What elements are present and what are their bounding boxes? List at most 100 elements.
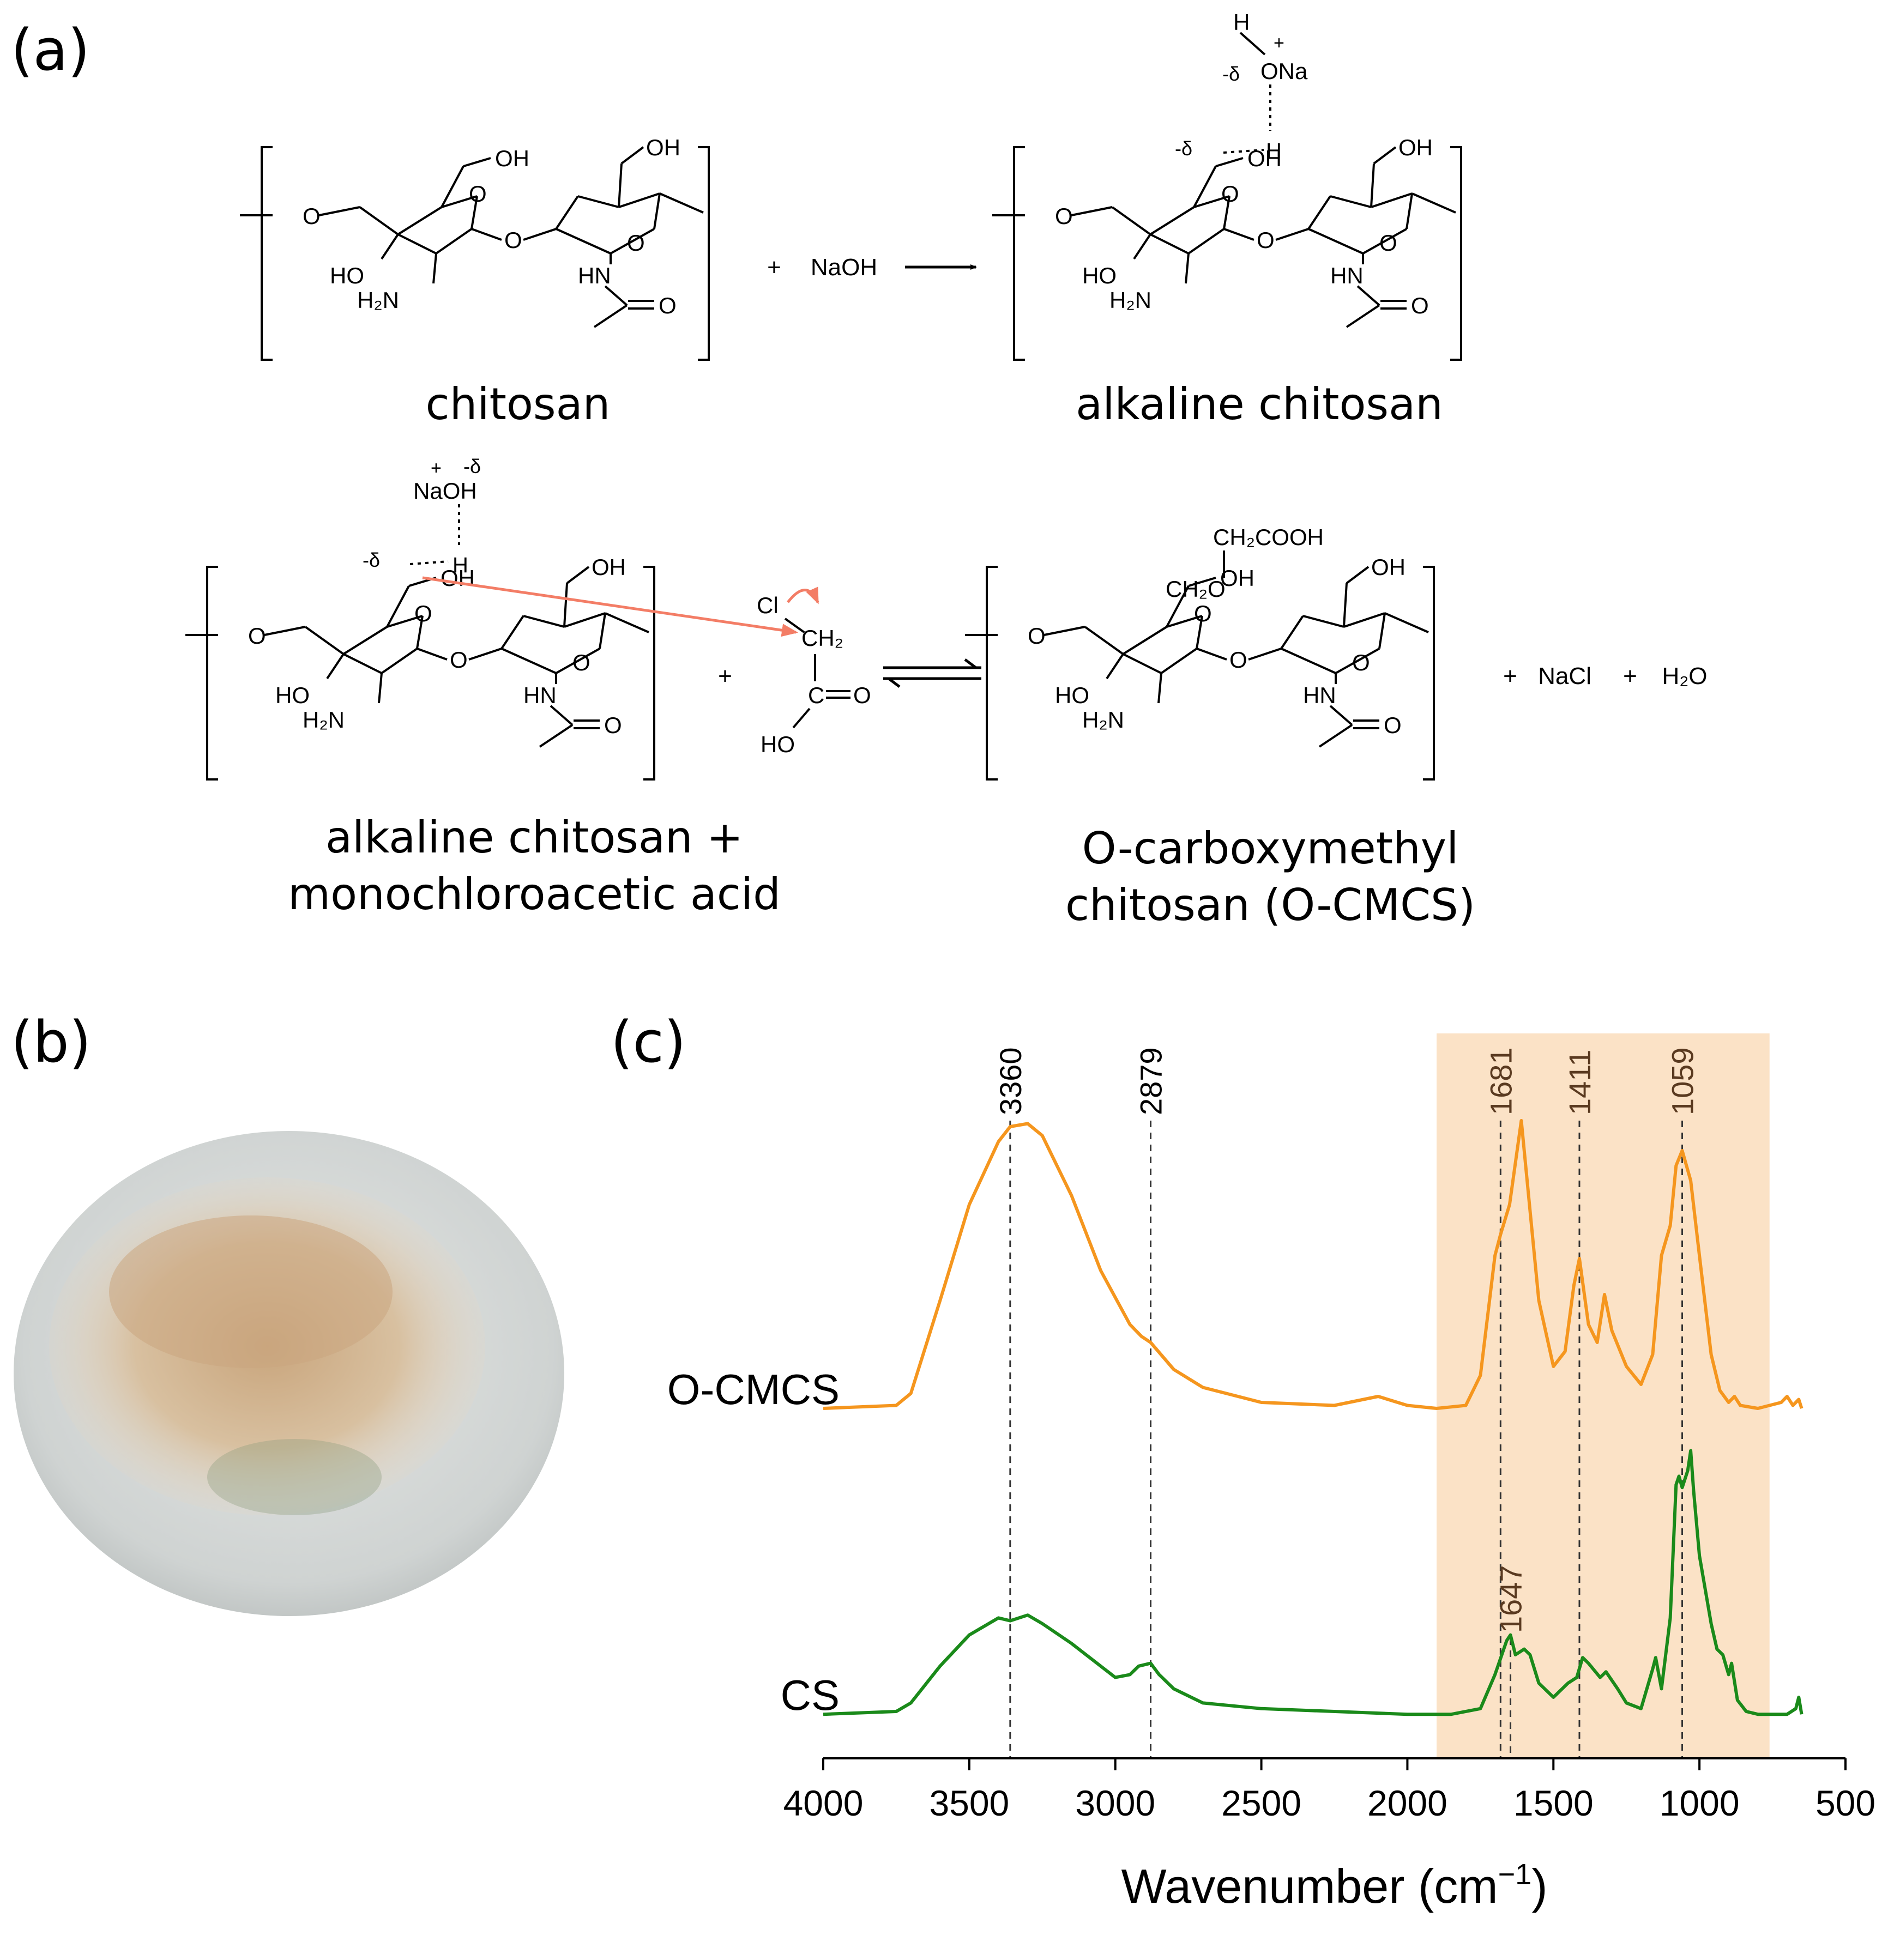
svg-text:HO: HO (330, 263, 364, 288)
svg-text:HO: HO (1082, 263, 1117, 288)
plus-sign-2: + (718, 663, 732, 689)
peak-label-2879: 2879 (1134, 1047, 1168, 1115)
peak-label-1059: 1059 (1666, 1047, 1700, 1115)
series-line-o-cmcs (823, 1119, 1803, 1410)
svg-text:OH: OH (1371, 554, 1406, 580)
svg-text:HN: HN (523, 682, 557, 708)
svg-text:O: O (1352, 650, 1370, 675)
caption-product-line2: chitosan (O-CMCS) (1065, 880, 1476, 930)
svg-text:HN: HN (1330, 263, 1364, 288)
x-tick-label: 4000 (783, 1783, 864, 1823)
series-label-cs: CS (781, 1671, 840, 1719)
svg-text:O: O (1221, 181, 1239, 207)
svg-text:O: O (450, 647, 468, 673)
series-label-o-cmcs: O-CMCS (667, 1365, 840, 1413)
svg-text:O: O (1028, 623, 1046, 649)
peak-label-3360: 3360 (993, 1047, 1028, 1115)
svg-text:-δ: -δ (463, 455, 481, 477)
svg-text:+: + (1274, 33, 1284, 53)
svg-text:O: O (1194, 601, 1212, 626)
svg-text:H: H (1233, 9, 1250, 35)
svg-text:CH₂O: CH₂O (1166, 576, 1226, 602)
svg-text:O: O (1384, 712, 1402, 738)
svg-text:O: O (853, 682, 871, 708)
bracket-right (1450, 146, 1462, 361)
svg-text:OH: OH (646, 135, 680, 160)
bracket-right (1423, 566, 1435, 781)
svg-text:-δ: -δ (1175, 137, 1192, 160)
caption-product: O-carboxymethyl chitosan (O-CMCS) (970, 820, 1570, 934)
nacl-product: NaCl (1538, 663, 1591, 689)
x-tick-label: 3000 (1075, 1783, 1155, 1823)
svg-text:O: O (248, 623, 266, 649)
svg-text:O: O (659, 293, 677, 318)
caption-reactants-line1: alkaline chitosan + (325, 812, 744, 863)
svg-text:Cl: Cl (757, 592, 779, 618)
bracket-left (206, 566, 218, 781)
svg-text:O: O (1379, 230, 1397, 256)
svg-text:O: O (1229, 647, 1247, 673)
plus-sign-4: + (1623, 663, 1637, 689)
x-tick-label: 3500 (929, 1783, 1009, 1823)
svg-text:O: O (1411, 293, 1429, 318)
sodium-complex-top: H + -δ ONa H -δ (1175, 9, 1308, 163)
caption-reactants-line2: monochloroacetic acid (288, 869, 781, 919)
svg-text:OH: OH (441, 565, 475, 591)
svg-text:OH: OH (1247, 146, 1282, 171)
svg-text:H₂N: H₂N (1109, 287, 1151, 313)
svg-text:HN: HN (578, 263, 611, 288)
svg-text:HO: HO (1055, 682, 1089, 708)
caption-reactants: alkaline chitosan + monochloroacetic aci… (207, 809, 861, 923)
naoh-reagent: NaOH (811, 254, 877, 281)
svg-text:CH₂COOH: CH₂COOH (1213, 524, 1324, 550)
svg-text:OH: OH (495, 146, 529, 171)
plus-sign-3: + (1503, 663, 1517, 689)
peak-label-1411: 1411 (1563, 1050, 1597, 1115)
x-tick-label: 1000 (1660, 1783, 1740, 1823)
panel-label-c: (c) (611, 1009, 686, 1075)
svg-text:O: O (303, 203, 321, 229)
svg-text:O: O (572, 650, 590, 675)
caption-alkaline-chitosan: alkaline chitosan (1076, 379, 1443, 429)
svg-text:+: + (431, 458, 442, 479)
svg-text:H₂N: H₂N (303, 707, 345, 733)
svg-text:O: O (504, 227, 522, 253)
bracket-right (643, 566, 655, 781)
svg-text:O: O (1055, 203, 1073, 229)
svg-text:O: O (414, 601, 432, 626)
svg-text:OH: OH (592, 554, 626, 580)
peak-label-1681: 1681 (1483, 1047, 1518, 1115)
x-axis-label: Wavenumber (cm−1) (1121, 1858, 1548, 1913)
plus-sign-1: + (767, 254, 781, 281)
x-tick-label: 500 (1815, 1783, 1875, 1823)
caption-chitosan: chitosan (425, 379, 611, 429)
bracket-left (261, 146, 273, 361)
svg-text:O: O (604, 712, 622, 738)
panel-label-a: (a) (11, 17, 90, 83)
x-tick-label: 2000 (1367, 1783, 1447, 1823)
svg-text:O: O (469, 181, 487, 207)
peak-label-1647: 1647 (1494, 1565, 1528, 1633)
svg-text:-δ: -δ (1222, 63, 1240, 85)
svg-text:CH₂: CH₂ (801, 625, 843, 651)
series-line-cs (823, 1449, 1803, 1716)
water-product: H₂O (1662, 663, 1707, 689)
panel-label-b: (b) (11, 1009, 92, 1075)
caption-product-line1: O-carboxymethyl (1082, 823, 1459, 874)
sample-photo (14, 1131, 564, 1616)
sodium-complex-bottom: + -δ NaOH H -δ (363, 455, 481, 577)
bracket-left (986, 566, 998, 781)
svg-text:C: C (808, 682, 824, 708)
svg-text:O: O (1257, 227, 1275, 253)
bracket-right (698, 146, 710, 361)
svg-text:H₂N: H₂N (357, 287, 399, 313)
svg-text:H: H (453, 553, 468, 577)
svg-text:ONa: ONa (1260, 58, 1308, 84)
svg-text:H₂N: H₂N (1082, 707, 1124, 733)
svg-text:HO: HO (761, 731, 795, 757)
svg-text:-δ: -δ (363, 549, 380, 571)
